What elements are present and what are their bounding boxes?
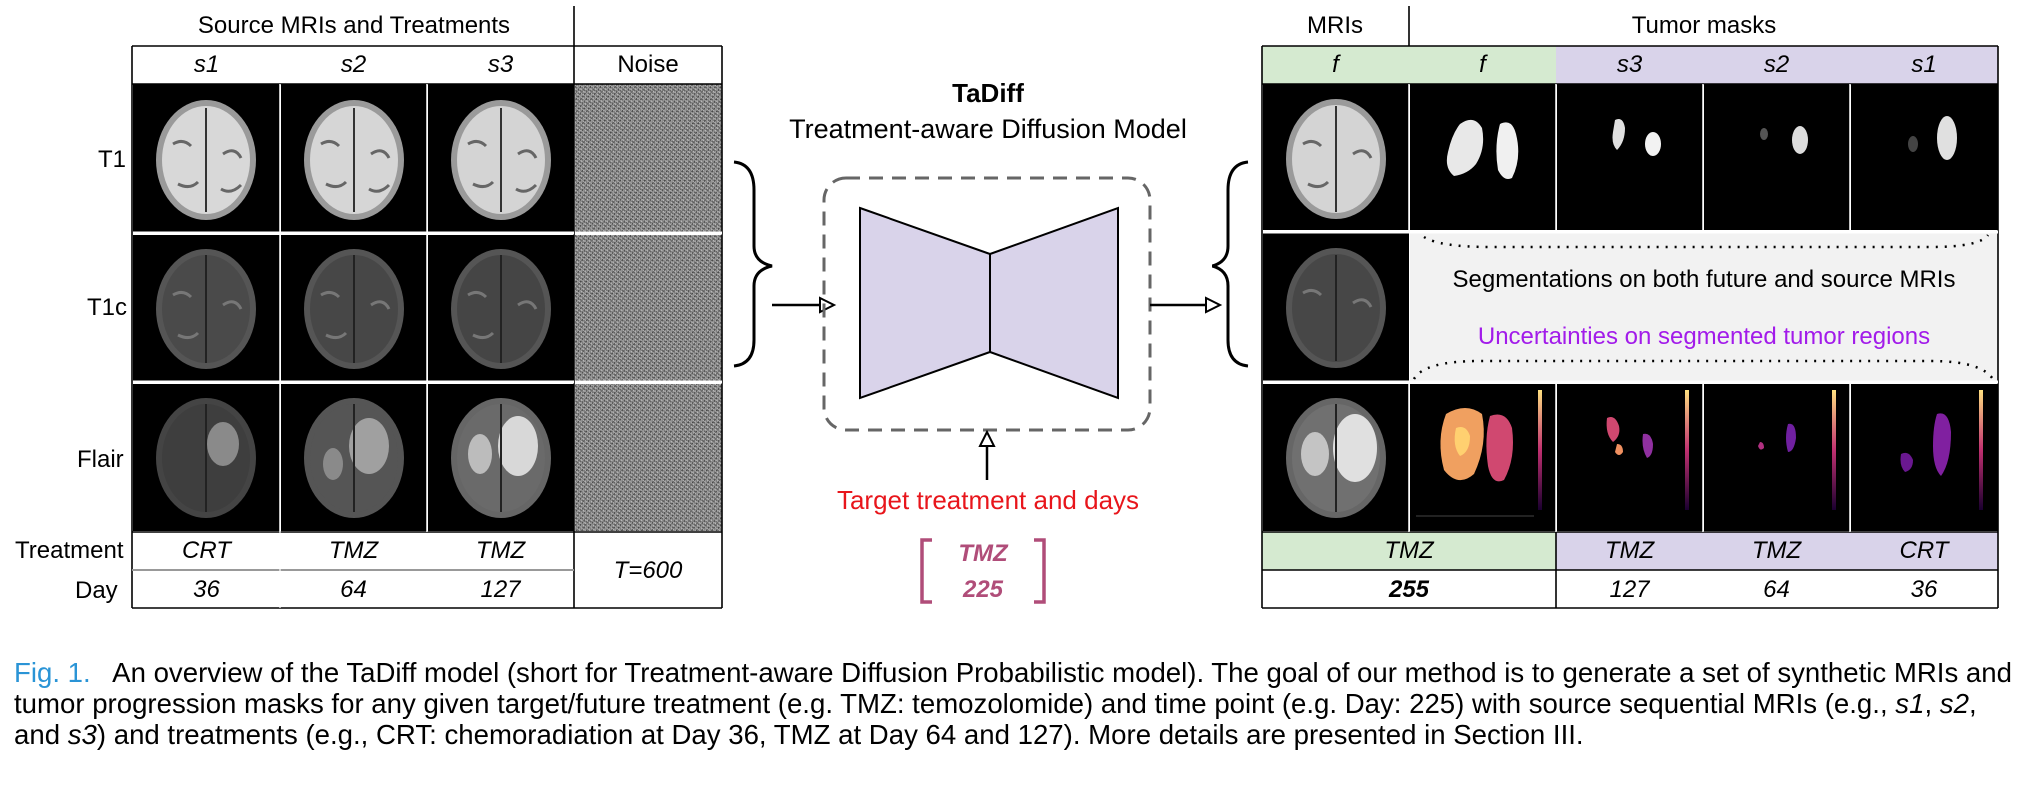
day-future: 255 [1388, 575, 1430, 603]
future-mask [1410, 84, 1556, 230]
treatment-row-label: Treatment [15, 537, 124, 564]
right-panel-grid [1261, 6, 1999, 609]
future-mri-t1c [1263, 233, 1409, 381]
day-s3-right: 127 [1609, 575, 1650, 603]
treatment-s3-right: TMZ [1604, 537, 1655, 564]
mask-s3 [1557, 84, 1703, 230]
left-panel-grid [131, 6, 723, 609]
source-col-s2: s2 [340, 51, 367, 78]
caption-s2: s2 [1939, 688, 1969, 719]
treatment-s1: CRT [182, 537, 231, 564]
day-s3: 127 [480, 576, 521, 603]
mri-flair-s3 [428, 384, 574, 531]
mask-s1 [1851, 84, 1998, 230]
noise-t1 [575, 84, 722, 232]
mri-flair-s1 [133, 384, 280, 531]
target-day: 225 [962, 576, 1004, 603]
green-header-bg [1262, 46, 1556, 84]
mri-t1c-s3 [428, 235, 574, 381]
mask-col-f-mri: f [1332, 51, 1339, 78]
mask-col-s2: s2 [1763, 51, 1790, 78]
noise-col-header: Noise [617, 51, 679, 78]
treatment-s2-right: TMZ [1751, 537, 1802, 564]
day-s2: 64 [340, 576, 367, 603]
mri-t1-s2 [281, 84, 427, 232]
source-col-s1: s1 [193, 51, 220, 78]
row-label-t1c: T1c [87, 294, 128, 321]
green-treatment-bg [1262, 532, 1556, 570]
day-s1: 36 [193, 576, 220, 603]
caption-s3: s3 [67, 719, 97, 750]
annotation-box [1410, 233, 1998, 381]
future-mri-t1 [1263, 84, 1409, 230]
target-bracket [920, 538, 1046, 604]
mask-col-s3: s3 [1616, 51, 1643, 78]
purple-header-bg [1556, 46, 1998, 84]
source-col-s3: s3 [487, 51, 514, 78]
uncertainty-note: Uncertainties on segmented tumor regions [1477, 323, 1931, 350]
row-label-flair: Flair [77, 446, 124, 473]
treatment-s3: TMZ [475, 537, 526, 564]
uncertainty-map-s3 [1557, 384, 1703, 531]
mask-s2 [1704, 84, 1850, 230]
mri-flair-s2 [281, 384, 427, 531]
figure-label: Fig. 1. [14, 657, 91, 688]
noise-flair [575, 384, 722, 531]
target-input-label: Target treatment and days [836, 485, 1140, 515]
uncertainty-map-s2 [1704, 384, 1850, 531]
left-panel-header: Source MRIs and Treatments [197, 12, 511, 39]
caption-sep-1: , [1924, 688, 1940, 719]
future-mri-flair [1263, 384, 1409, 531]
uncertainty-map-f [1410, 384, 1556, 531]
mri-t1-s3 [428, 84, 574, 232]
output-brace [1212, 160, 1249, 368]
unet-shape [859, 206, 991, 400]
mri-t1-s1 [133, 84, 280, 232]
mri-t1c-s2 [281, 235, 427, 381]
model-diagram [733, 160, 1223, 480]
mris-header: MRIs [1307, 12, 1363, 39]
model-title: TaDiff [952, 78, 1024, 108]
target-treatment: TMZ [958, 540, 1008, 567]
caption-sep-2: , and [14, 688, 1977, 750]
treatment-s1-right: CRT [1899, 537, 1949, 564]
mask-col-s1: s1 [1911, 51, 1937, 78]
masks-header: Tumor masks [1631, 12, 1777, 39]
noise-t1c [575, 235, 722, 381]
day-s2-right: 64 [1763, 575, 1790, 603]
treatment-future: TMZ [1384, 537, 1434, 564]
purple-treatment-bg [1556, 532, 1998, 570]
caption-text-2: ) and treatments (e.g., CRT: chemoradiat… [96, 719, 1584, 750]
caption-text-1: An overview of the TaDiff model (short f… [14, 657, 2012, 719]
day-row-label: Day [75, 577, 118, 604]
day-s1-right: 36 [1910, 575, 1938, 603]
figure-caption: Fig. 1. An overview of the TaDiff model … [14, 657, 2012, 750]
input-brace [733, 160, 773, 368]
row-label-t1: T1 [98, 146, 127, 173]
mri-t1c-s1 [133, 235, 280, 381]
treatment-s2: TMZ [328, 537, 379, 564]
uncertainty-map-s1 [1851, 384, 1998, 531]
mask-col-f: f [1479, 51, 1486, 78]
noise-step: T=600 [613, 556, 683, 584]
segmentation-note: Segmentations on both future and source … [1452, 266, 1956, 293]
model-subtitle: Treatment-aware Diffusion Model [789, 114, 1187, 144]
caption-s1: s1 [1895, 688, 1925, 719]
